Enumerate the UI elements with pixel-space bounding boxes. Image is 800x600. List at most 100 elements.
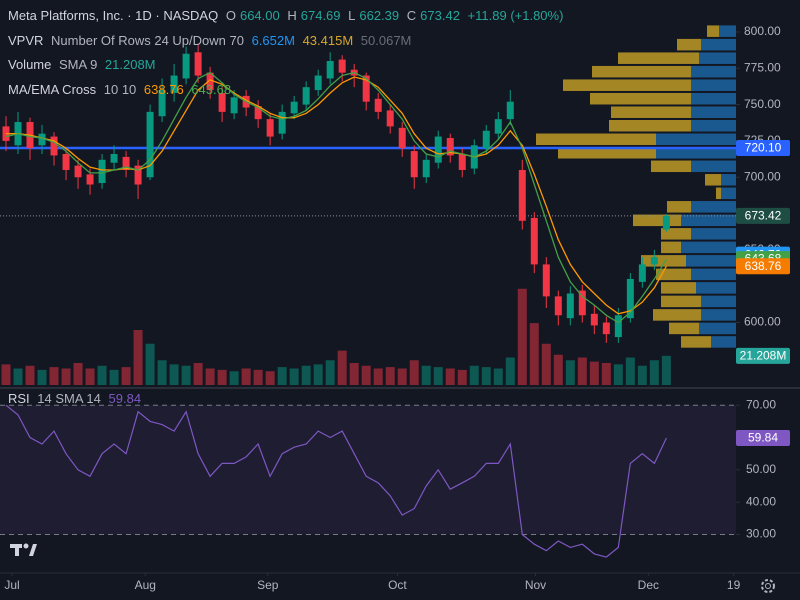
profile-down xyxy=(590,92,691,105)
profile-up xyxy=(696,282,736,294)
price-change: +11.89 (+1.80%) xyxy=(467,8,564,23)
candle-body xyxy=(374,98,382,112)
profile-down xyxy=(661,228,691,240)
candle-body xyxy=(506,101,514,120)
volume-bar xyxy=(649,360,659,385)
candle-body xyxy=(50,136,58,156)
indicator-name[interactable]: VPVR xyxy=(8,33,44,48)
volume-bar xyxy=(313,364,323,385)
profile-up xyxy=(691,79,736,91)
volume-bar xyxy=(373,368,383,385)
volume-bar xyxy=(73,363,83,385)
time-tick-label: Oct xyxy=(388,578,407,592)
volume-bar xyxy=(589,361,599,385)
symbol-title[interactable]: Meta Platforms, Inc. · 1D · NASDAQ xyxy=(8,8,219,23)
candle-body xyxy=(170,75,178,93)
candle-body xyxy=(326,61,334,79)
price-tick-label: 600.00 xyxy=(744,315,781,329)
rsi-line xyxy=(5,404,667,558)
volume-bar xyxy=(553,354,563,385)
rsi-tag: 59.84 xyxy=(748,431,778,445)
profile-down xyxy=(661,241,681,254)
indicator-value: 638.76 xyxy=(143,82,184,97)
candle-body xyxy=(650,257,658,265)
profile-down xyxy=(563,79,691,91)
volume-bar xyxy=(325,360,335,385)
time-tick-label: Dec xyxy=(638,578,659,592)
volume-bar xyxy=(13,368,23,385)
candle-body xyxy=(602,322,610,335)
profile-down xyxy=(641,255,686,267)
volume-bar xyxy=(361,365,371,385)
volume-bar xyxy=(1,364,11,385)
tradingview-logo xyxy=(10,543,37,556)
volume-bar xyxy=(181,365,191,385)
volume-bar xyxy=(265,371,275,385)
volume-bar xyxy=(541,343,551,385)
volume-bar xyxy=(481,367,491,385)
profile-up xyxy=(686,255,736,267)
profile-down xyxy=(609,119,691,132)
price-tag-bg xyxy=(736,258,790,275)
volume-bar xyxy=(193,363,203,385)
ohlc-value: 664.00 xyxy=(239,8,280,23)
settings-icon[interactable] xyxy=(761,579,775,593)
volume-legend: Volume SMA 9 21.208M xyxy=(8,57,160,72)
candle-body xyxy=(398,127,406,149)
price-tick-label: 750.00 xyxy=(744,97,781,111)
last-price-tag-bg xyxy=(736,207,790,224)
symbol-legend: Meta Platforms, Inc. · 1D · NASDAQ O 664.… xyxy=(8,8,567,23)
profile-up xyxy=(721,187,736,200)
profile-up xyxy=(691,201,736,213)
volume-bar xyxy=(49,367,59,385)
candle-body xyxy=(410,151,418,178)
profile-up xyxy=(691,119,736,132)
candle-body xyxy=(254,106,262,120)
candle-body xyxy=(194,52,202,76)
indicator-name[interactable]: Volume xyxy=(8,57,52,72)
volume-bar xyxy=(37,369,47,385)
volume-bar xyxy=(289,368,299,385)
volume-bar xyxy=(157,360,167,385)
rsi-band xyxy=(0,405,736,535)
profile-up xyxy=(701,295,736,308)
profile-up xyxy=(721,174,736,186)
volume-bar xyxy=(109,369,119,385)
candle-body xyxy=(530,217,538,265)
volume-bar xyxy=(565,360,575,385)
last-price-tag: 673.42 xyxy=(745,209,782,223)
candle-body xyxy=(434,136,442,163)
rsi-tick-label: 70.00 xyxy=(746,397,776,411)
indicator-name[interactable]: RSI xyxy=(8,391,30,406)
volume-bar xyxy=(505,357,515,385)
ohlc-key: H xyxy=(287,8,297,23)
ohlc-value: 673.42 xyxy=(420,8,460,23)
price-tick-label: 800.00 xyxy=(744,24,781,38)
candle-body xyxy=(566,293,574,319)
indicator-settings: 10 10 xyxy=(103,82,137,97)
indicator-name[interactable]: MA/EMA Cross xyxy=(8,82,97,97)
candle-body xyxy=(158,90,166,117)
volume-bar xyxy=(133,330,143,385)
volume-bar xyxy=(301,365,311,385)
candle-body xyxy=(182,53,190,79)
profile-up xyxy=(691,106,736,118)
rsi-tick-label: 50.00 xyxy=(746,462,776,476)
profile-up xyxy=(691,228,736,240)
profile-up xyxy=(681,241,736,254)
profile-down xyxy=(669,322,699,335)
volume-bar xyxy=(385,367,395,385)
volume-bar xyxy=(277,367,287,385)
rsi-tag-bg xyxy=(736,430,790,447)
volume-bar xyxy=(349,363,359,385)
indicator-value: 43.415M xyxy=(302,33,354,48)
profile-up xyxy=(701,38,736,51)
profile-down xyxy=(677,38,701,51)
candle-body xyxy=(218,92,226,112)
profile-down xyxy=(592,65,691,78)
indicator-value: 50.067M xyxy=(360,33,412,48)
candle-body xyxy=(458,154,466,170)
candle-body xyxy=(518,169,526,221)
profile-up xyxy=(691,268,736,281)
